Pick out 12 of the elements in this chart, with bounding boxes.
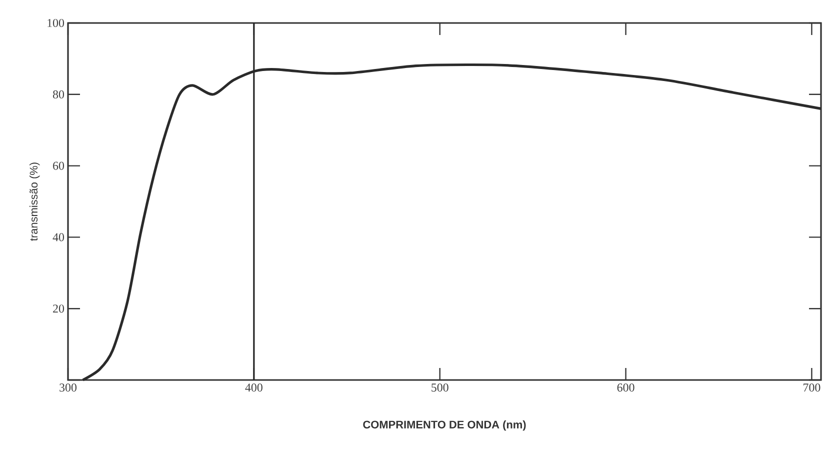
y-tick-label: 100: [48, 18, 64, 28]
x-tick-label: 300: [60, 384, 77, 392]
x-tick-label: 600: [617, 384, 634, 392]
x-tick-label: 500: [432, 384, 448, 392]
x-axis-title: COMPRIMENTO DE ONDA (nm): [363, 420, 526, 431]
x-tick-label: 700: [804, 384, 820, 392]
x-tick-label: 400: [245, 384, 262, 392]
y-tick-label: 60: [53, 162, 64, 170]
y-axis-title: transmissão (%): [30, 162, 40, 241]
y-tick-label: 80: [52, 90, 64, 98]
y-tick-label: 20: [53, 304, 64, 313]
y-tick-label: 40: [52, 233, 64, 242]
